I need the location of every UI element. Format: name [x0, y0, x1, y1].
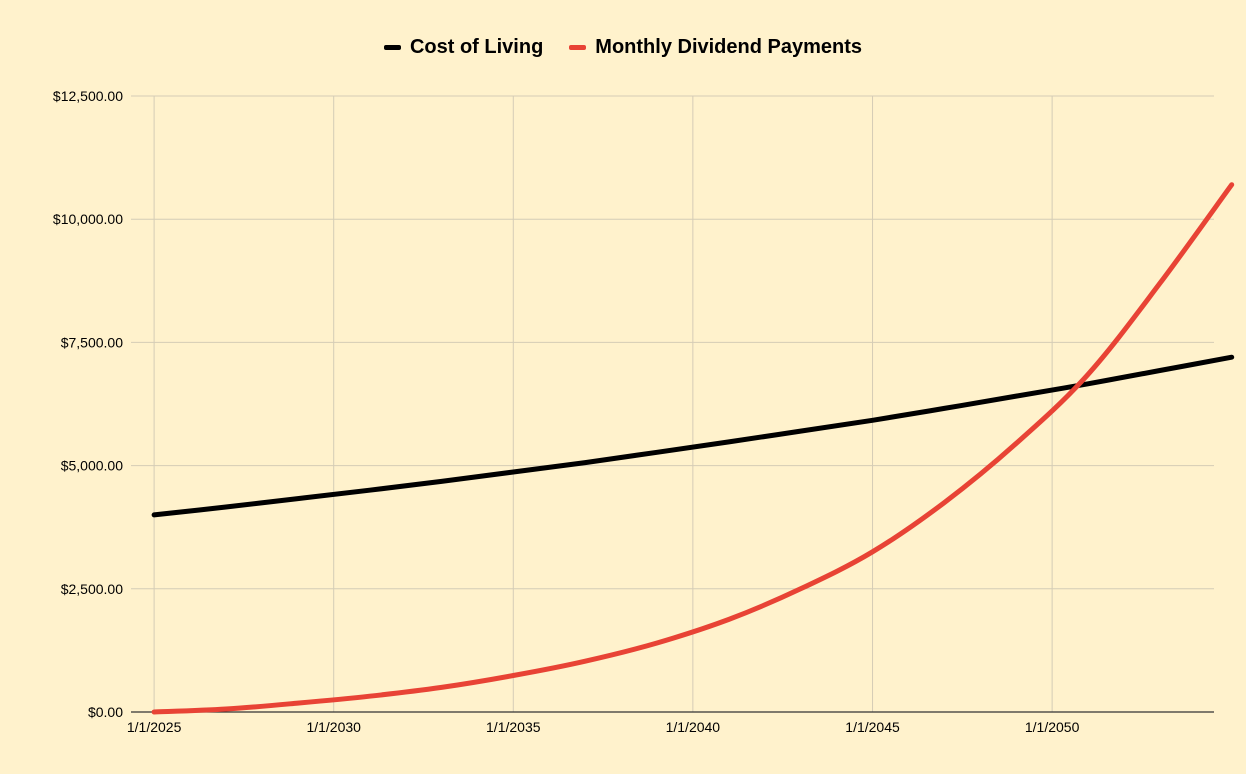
x-tick-label: 1/1/2050 — [1025, 719, 1080, 735]
x-tick-label: 1/1/2045 — [845, 719, 900, 735]
y-tick-label: $10,000.00 — [53, 211, 123, 227]
legend-swatch-monthly-dividend — [569, 45, 587, 50]
legend: Cost of Living Monthly Dividend Payments — [0, 36, 1246, 59]
series-line-monthly-dividend — [151, 182, 1235, 715]
legend-label-cost-of-living: Cost of Living — [409, 36, 544, 58]
y-tick-label: $0.00 — [88, 704, 123, 720]
legend-label-monthly-dividend: Monthly Dividend Payments — [595, 36, 863, 58]
x-tick-label: 1/1/2040 — [666, 719, 721, 735]
y-tick-label: $7,500.00 — [61, 334, 123, 350]
y-tick-label: $12,500.00 — [53, 88, 123, 104]
legend-item-monthly-dividend[interactable]: Monthly Dividend Payments — [569, 36, 862, 59]
x-tick-label: 1/1/2025 — [127, 719, 182, 735]
series-line-cost-of-living — [151, 354, 1235, 518]
y-tick-label: $2,500.00 — [61, 581, 123, 597]
legend-swatch-cost-of-living — [383, 45, 401, 50]
legend-item-cost-of-living[interactable]: Cost of Living — [383, 36, 544, 59]
x-tick-label: 1/1/2030 — [306, 719, 361, 735]
y-tick-label: $5,000.00 — [61, 458, 123, 474]
x-tick-label: 1/1/2035 — [486, 719, 541, 735]
